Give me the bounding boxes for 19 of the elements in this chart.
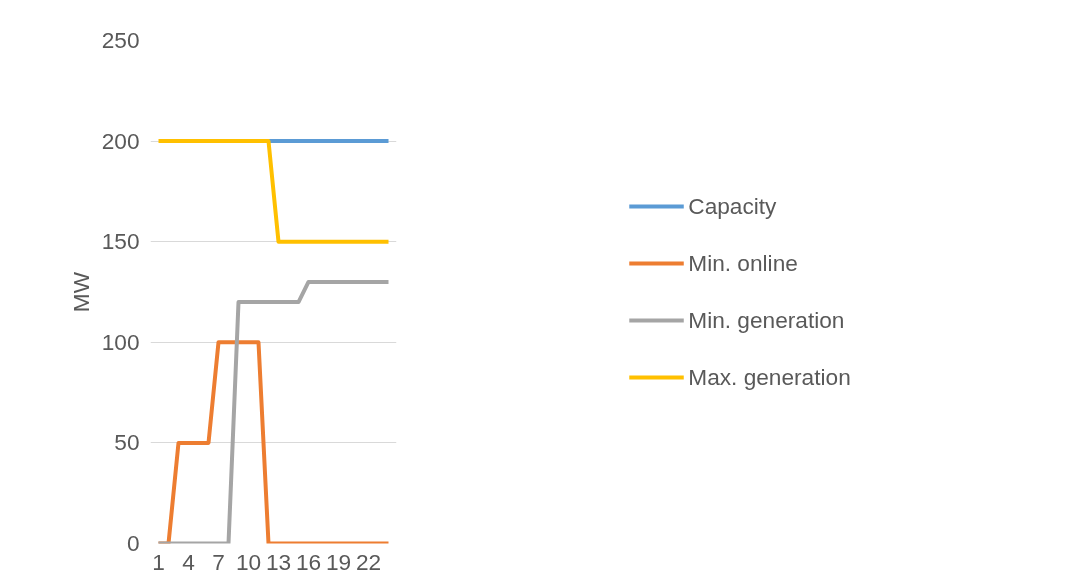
- x-tick-label: 1: [152, 548, 165, 573]
- legend-label: Min. generation: [688, 306, 845, 334]
- x-tick-label: 10: [235, 548, 262, 573]
- x-tick-label: 7: [212, 548, 225, 573]
- y-axis-title: MW: [67, 271, 94, 313]
- y-tick-label: 250: [101, 27, 140, 53]
- y-tick-label: 100: [101, 328, 140, 355]
- x-tick-label: 4: [182, 548, 195, 573]
- x-tick-label: 22: [355, 548, 382, 573]
- x-tick-label: 19: [325, 548, 352, 573]
- y-tick-label: 200: [101, 127, 140, 154]
- y-tick-label: 0: [126, 530, 140, 556]
- legend-label: Min. online: [688, 249, 798, 277]
- x-tick-label: 13: [265, 548, 292, 573]
- legend-label: Capacity: [688, 192, 777, 220]
- y-tick-label: 50: [114, 429, 140, 456]
- y-tick-label: 150: [101, 228, 140, 255]
- legend-label: Max. generation: [688, 363, 851, 391]
- x-tick-label: 16: [295, 548, 322, 573]
